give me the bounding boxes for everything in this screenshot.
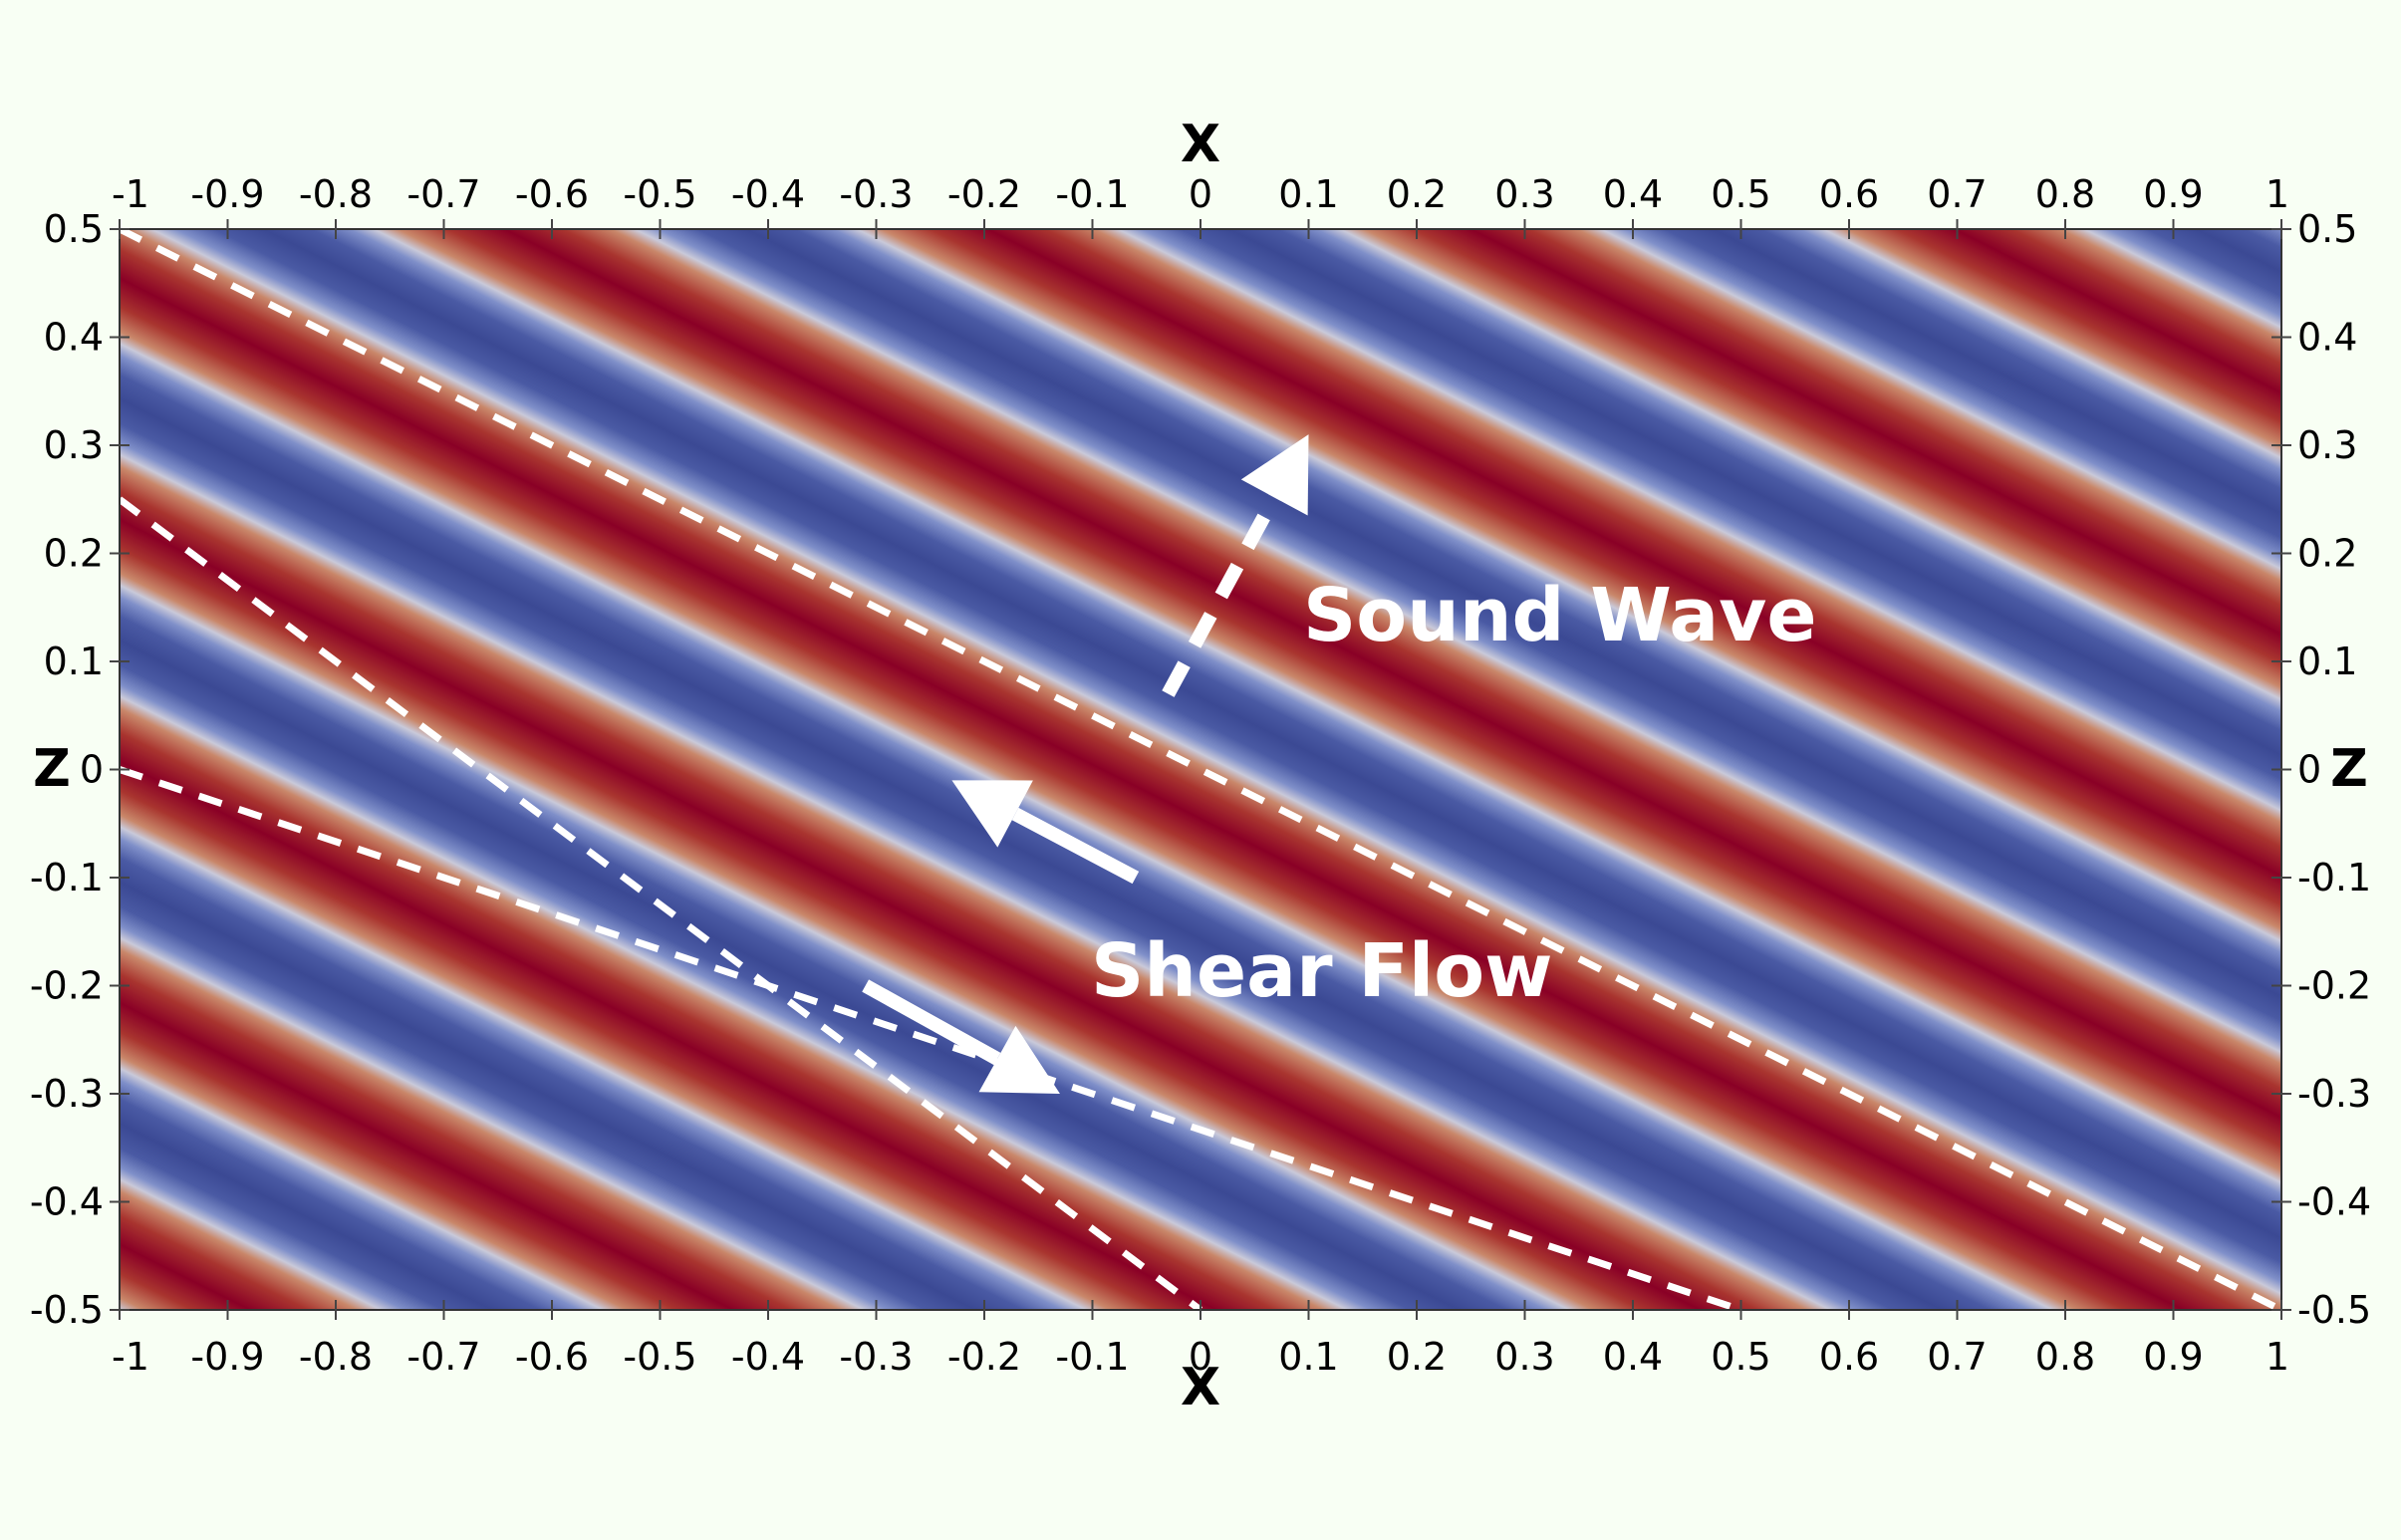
x-tick-label: -0.7 — [406, 1335, 480, 1379]
x-tick-label: 0.7 — [1927, 1335, 1987, 1379]
x-tick-label: -0.1 — [1055, 172, 1129, 216]
x-tick-label: 0.8 — [2035, 172, 2095, 216]
x-axis-label-top: X — [1181, 115, 1220, 174]
z-axis-label-left: Z — [33, 739, 71, 799]
x-tick-label: 0.1 — [1278, 1335, 1338, 1379]
x-tick-label: -0.2 — [947, 1335, 1021, 1379]
x-tick-label: -1 — [112, 172, 149, 216]
x-tick-label: 0.4 — [1603, 1335, 1663, 1379]
z-tick-label: 0 — [80, 748, 104, 792]
x-tick-label: -0.8 — [299, 1335, 373, 1379]
z-tick-label: -0.3 — [2297, 1072, 2371, 1116]
x-tick-label: -1 — [112, 1335, 149, 1379]
z-tick-label: 0.4 — [44, 316, 104, 360]
z-tick-label: 0.1 — [2297, 640, 2357, 683]
shear-flow-arrow-upper — [951, 780, 1140, 885]
x-tick-label: 0.7 — [1927, 172, 1987, 216]
z-tick-label: 0.4 — [2297, 316, 2357, 360]
z-tick-label: 0 — [2297, 748, 2321, 792]
z-tick-label: -0.5 — [30, 1288, 104, 1332]
x-tick-label: -0.5 — [623, 172, 696, 216]
axis-tick-labels: -1 -1 -0.9 -0.9 -0.8 -0.8 -0.7 -0.7 -0.6 -0.6 -0.5… — [30, 172, 2371, 1379]
x-tick-label: 0.8 — [2035, 1335, 2095, 1379]
sound-wave-label: Sound Wave — [1303, 573, 1817, 658]
annotation-arrows — [862, 434, 1309, 1094]
x-tick-label: -0.9 — [190, 172, 264, 216]
x-tick-label: -0.2 — [947, 172, 1021, 216]
x-tick-label: 0 — [1189, 172, 1212, 216]
z-tick-label: -0.2 — [2297, 964, 2371, 1008]
x-tick-label: 0.3 — [1494, 1335, 1554, 1379]
x-tick-label: 1 — [2266, 1335, 2289, 1379]
x-tick-label: 0.2 — [1387, 172, 1447, 216]
z-tick-label: -0.1 — [2297, 856, 2371, 899]
x-tick-label: 0.5 — [1711, 1335, 1770, 1379]
x-tick-label: 0.9 — [2143, 172, 2203, 216]
x-tick-label: 0.5 — [1711, 172, 1770, 216]
arrow-shaft — [862, 979, 1001, 1066]
z-tick-label: 0.2 — [2297, 532, 2357, 576]
x-tick-label: -0.6 — [515, 1335, 589, 1379]
x-tick-label: -0.6 — [515, 172, 589, 216]
axis-ticks — [110, 219, 2291, 1320]
wave-fronts — [120, 229, 2281, 1310]
wave-front-line — [120, 229, 2281, 1310]
x-tick-label: -0.4 — [731, 172, 805, 216]
z-tick-label: -0.4 — [2297, 1180, 2371, 1224]
x-tick-label: 1 — [2266, 172, 2289, 216]
x-tick-label: 0.6 — [1819, 172, 1879, 216]
z-tick-label: -0.3 — [30, 1072, 104, 1116]
shear-flow-arrow-lower — [862, 979, 1060, 1094]
arrow-shaft — [1011, 807, 1140, 885]
wave-front-line — [120, 496, 1203, 1310]
z-tick-label: 0.2 — [44, 532, 104, 576]
wave-front-line — [120, 766, 1742, 1310]
x-tick-label: -0.9 — [190, 1335, 264, 1379]
z-tick-label: 0.1 — [44, 640, 104, 683]
z-tick-label: 0.3 — [44, 423, 104, 467]
x-tick-label: 0.2 — [1387, 1335, 1447, 1379]
x-tick-label: -0.8 — [299, 172, 373, 216]
x-tick-label: -0.1 — [1055, 1335, 1129, 1379]
arrow-head — [978, 1025, 1060, 1094]
sound-wave-arrow — [1162, 434, 1309, 697]
z-tick-label: -0.2 — [30, 964, 104, 1008]
z-tick-label: 0.5 — [44, 207, 104, 251]
x-tick-label: 0.6 — [1819, 1335, 1879, 1379]
x-tick-label: 0 — [1189, 1335, 1212, 1379]
shear-flow-label: Shear Flow — [1091, 928, 1552, 1014]
x-tick-label: -0.4 — [731, 1335, 805, 1379]
x-tick-label: 0.3 — [1494, 172, 1554, 216]
z-tick-label: -0.5 — [2297, 1288, 2371, 1332]
x-tick-label: -0.5 — [623, 1335, 696, 1379]
z-axis-label-right: Z — [2330, 739, 2368, 799]
x-tick-label: -0.7 — [406, 172, 480, 216]
x-tick-label: -0.3 — [839, 172, 913, 216]
z-tick-label: -0.1 — [30, 856, 104, 899]
x-tick-label: 0.1 — [1278, 172, 1338, 216]
x-axis-label-bottom: X — [1181, 1358, 1220, 1417]
x-tick-label: 0.4 — [1603, 172, 1663, 216]
arrow-shaft — [1162, 494, 1281, 697]
x-tick-label: 0.9 — [2143, 1335, 2203, 1379]
z-tick-label: -0.4 — [30, 1180, 104, 1224]
x-tick-label: -0.3 — [839, 1335, 913, 1379]
z-tick-label: 0.5 — [2297, 207, 2357, 251]
arrow-head — [1240, 434, 1309, 516]
arrow-head — [951, 780, 1033, 848]
z-tick-label: 0.3 — [2297, 423, 2357, 467]
